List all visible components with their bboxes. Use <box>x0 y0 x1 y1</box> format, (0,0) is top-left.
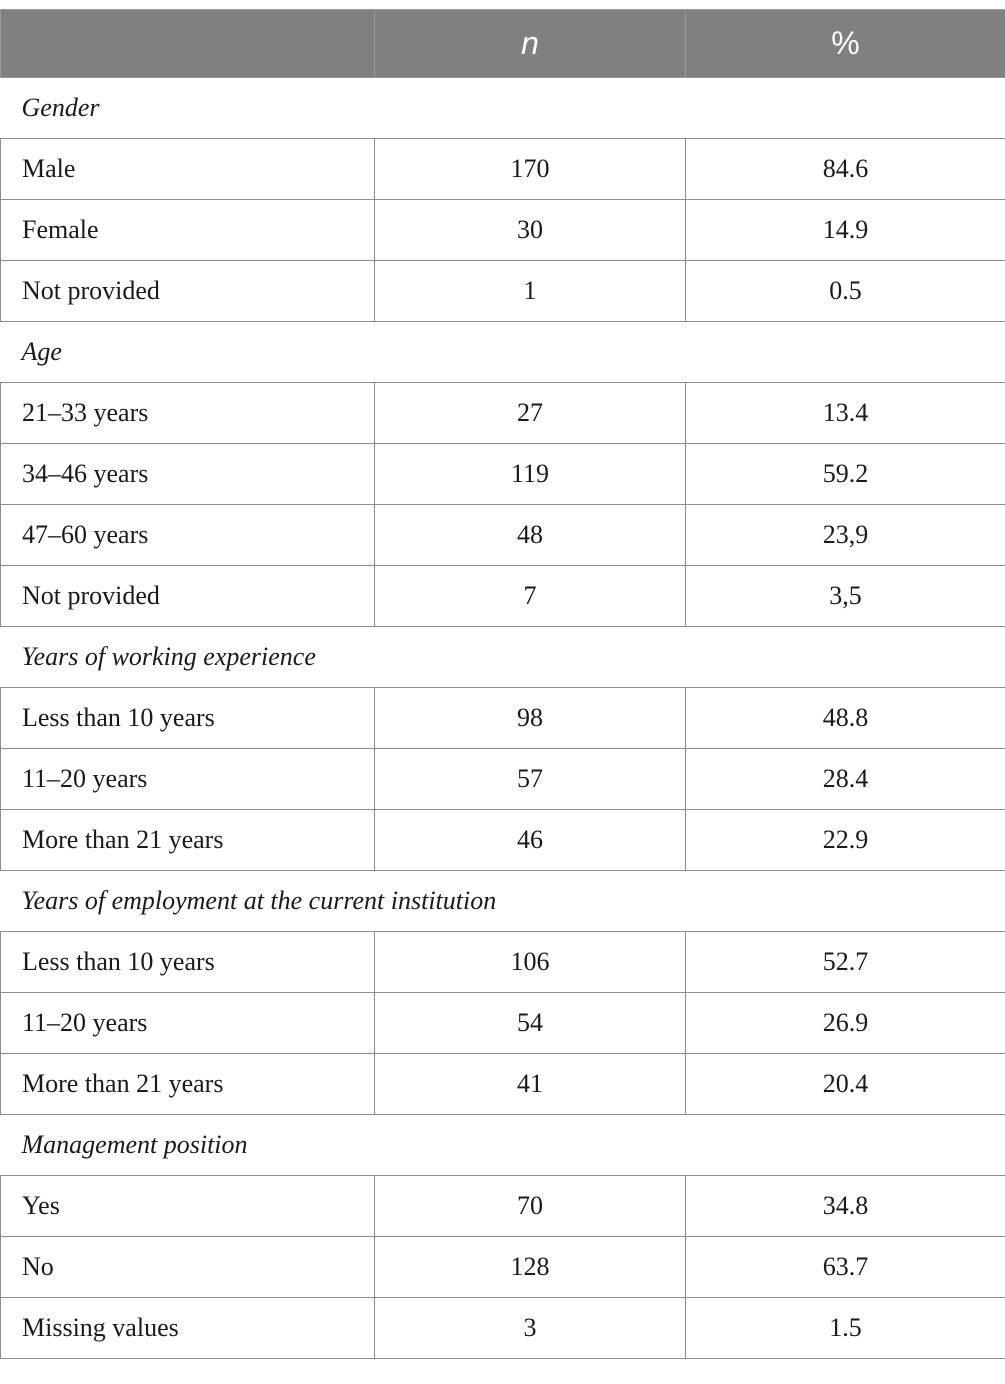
table-row: No 128 63.7 <box>0 1236 1005 1298</box>
section-title: Years of employment at the current insti… <box>0 870 1005 932</box>
row-n-cell: 41 <box>374 1053 686 1115</box>
row-label-cell: More than 21 years <box>0 1053 375 1115</box>
row-percent-cell: 13.4 <box>685 382 1005 444</box>
section-title: Gender <box>0 77 1005 139</box>
table-row: More than 21 years 46 22.9 <box>0 809 1005 871</box>
table-row: Not provided 7 3,5 <box>0 565 1005 627</box>
table-row: 34–46 years 119 59.2 <box>0 443 1005 505</box>
table-body: Gender Male 170 84.6 Female 30 14.9 Not provide… <box>0 77 1005 1359</box>
table-row: 11–20 years 54 26.9 <box>0 992 1005 1054</box>
row-percent-cell: 28.4 <box>685 748 1005 810</box>
row-n-cell: 7 <box>374 565 686 627</box>
table-row: Yes 70 34.8 <box>0 1175 1005 1237</box>
table-row: 47–60 years 48 23,9 <box>0 504 1005 566</box>
row-label-cell: No <box>0 1236 375 1298</box>
row-label-cell: Missing values <box>0 1297 375 1359</box>
row-label-cell: 21–33 years <box>0 382 375 444</box>
row-label-cell: 11–20 years <box>0 992 375 1054</box>
table-row: Less than 10 years 98 48.8 <box>0 687 1005 749</box>
table-row: Less than 10 years 106 52.7 <box>0 931 1005 993</box>
table-row: 21–33 years 27 13.4 <box>0 382 1005 444</box>
row-label-cell: More than 21 years <box>0 809 375 871</box>
table-row: Not provided 1 0.5 <box>0 260 1005 322</box>
row-label-cell: Not provided <box>0 260 375 322</box>
row-n-cell: 46 <box>374 809 686 871</box>
row-n-cell: 57 <box>374 748 686 810</box>
row-n-cell: 3 <box>374 1297 686 1359</box>
row-percent-cell: 14.9 <box>685 199 1005 261</box>
table-row: Female 30 14.9 <box>0 199 1005 261</box>
table-row: 11–20 years 57 28.4 <box>0 748 1005 810</box>
row-percent-cell: 23,9 <box>685 504 1005 566</box>
row-percent-cell: 0.5 <box>685 260 1005 322</box>
table-header-row: n % <box>0 9 1005 78</box>
row-label-cell: 47–60 years <box>0 504 375 566</box>
row-percent-cell: 48.8 <box>685 687 1005 749</box>
row-percent-cell: 59.2 <box>685 443 1005 505</box>
section-header-row: Management position <box>0 1114 1005 1176</box>
section-header-row: Years of employment at the current insti… <box>0 870 1005 932</box>
section-title: Management position <box>0 1114 1005 1176</box>
row-n-cell: 128 <box>374 1236 686 1298</box>
row-n-cell: 54 <box>374 992 686 1054</box>
row-label-cell: 11–20 years <box>0 748 375 810</box>
table-row: Missing values 3 1.5 <box>0 1297 1005 1359</box>
row-percent-cell: 20.4 <box>685 1053 1005 1115</box>
row-label-cell: Less than 10 years <box>0 931 375 993</box>
table-row: More than 21 years 41 20.4 <box>0 1053 1005 1115</box>
row-percent-cell: 84.6 <box>685 138 1005 200</box>
row-percent-cell: 34.8 <box>685 1175 1005 1237</box>
row-label-cell: Not provided <box>0 565 375 627</box>
row-n-cell: 170 <box>374 138 686 200</box>
row-n-cell: 48 <box>374 504 686 566</box>
row-n-cell: 106 <box>374 931 686 993</box>
row-percent-cell: 52.7 <box>685 931 1005 993</box>
header-label-cell <box>0 9 375 78</box>
row-percent-cell: 26.9 <box>685 992 1005 1054</box>
row-percent-cell: 3,5 <box>685 565 1005 627</box>
section-title: Age <box>0 321 1005 383</box>
row-n-cell: 119 <box>374 443 686 505</box>
row-label-cell: Male <box>0 138 375 200</box>
demographics-table: n % Gender Male 170 84.6 Female 30 14.9 Not pro… <box>0 9 1005 1359</box>
section-title: Years of working experience <box>0 626 1005 688</box>
row-label-cell: Female <box>0 199 375 261</box>
row-n-cell: 30 <box>374 199 686 261</box>
header-n-cell: n <box>374 9 686 78</box>
row-n-cell: 98 <box>374 687 686 749</box>
section-header-row: Gender <box>0 77 1005 139</box>
row-percent-cell: 63.7 <box>685 1236 1005 1298</box>
row-percent-cell: 1.5 <box>685 1297 1005 1359</box>
section-header-row: Age <box>0 321 1005 383</box>
section-header-row: Years of working experience <box>0 626 1005 688</box>
table-row: Male 170 84.6 <box>0 138 1005 200</box>
row-percent-cell: 22.9 <box>685 809 1005 871</box>
row-label-cell: Yes <box>0 1175 375 1237</box>
row-n-cell: 70 <box>374 1175 686 1237</box>
row-label-cell: 34–46 years <box>0 443 375 505</box>
row-label-cell: Less than 10 years <box>0 687 375 749</box>
row-n-cell: 1 <box>374 260 686 322</box>
header-percent-cell: % <box>685 9 1005 78</box>
row-n-cell: 27 <box>374 382 686 444</box>
